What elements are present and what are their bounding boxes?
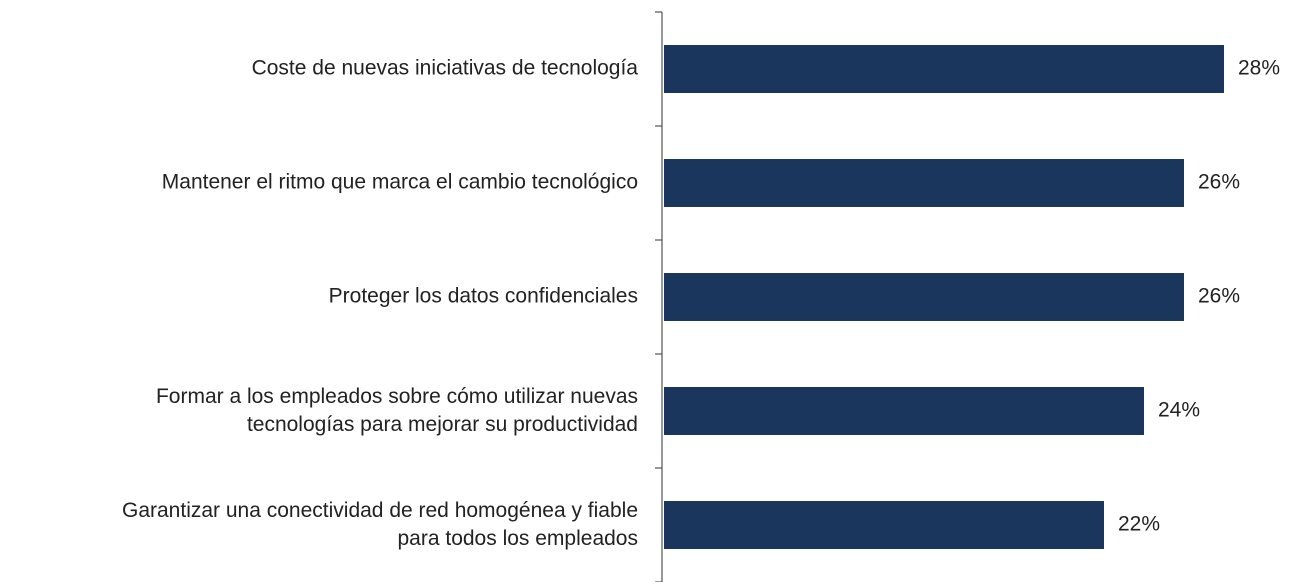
value-label: 26% <box>1198 285 1240 308</box>
value-label: 26% <box>1198 171 1240 194</box>
category-label: Proteger los datos confidenciales <box>329 285 638 308</box>
category-label: Coste de nuevas iniciativas de tecnologí… <box>252 57 639 80</box>
category-label: Formar a los empleados sobre cómo utiliz… <box>156 385 638 436</box>
value-label: 24% <box>1158 399 1200 422</box>
bar <box>664 387 1144 435</box>
category-label: Mantener el ritmo que marca el cambio te… <box>162 171 638 194</box>
bar <box>664 159 1184 207</box>
bar <box>664 45 1224 93</box>
bar <box>664 273 1184 321</box>
bar <box>664 501 1104 549</box>
category-label: Garantizar una conectividad de red homog… <box>122 499 638 550</box>
value-label: 22% <box>1118 513 1160 536</box>
value-label: 28% <box>1238 57 1280 80</box>
